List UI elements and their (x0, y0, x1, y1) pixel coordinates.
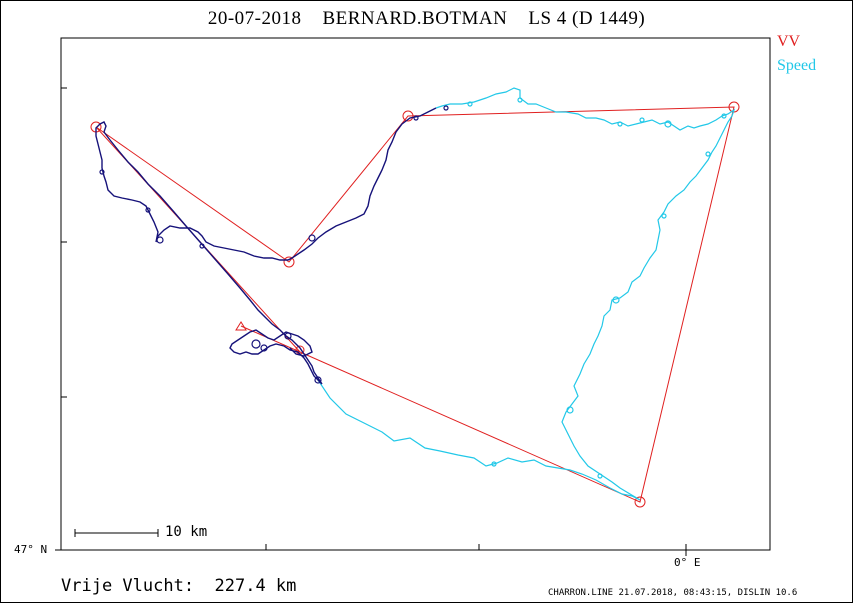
footer-credit: CHARRON.LINE 21.07.2018, 08:43:15, DISLI… (548, 588, 798, 598)
plot-frame (60, 37, 771, 551)
scale-bar (74, 529, 159, 537)
start-marker (235, 321, 247, 331)
turnpoint-marker (402, 110, 414, 122)
page-title: 20-07-2018 BERNARD.BOTMAN LS 4 (D 1449) (207, 8, 646, 29)
turnpoint-marker (283, 256, 295, 268)
legend-vv: VV (777, 33, 801, 50)
track-slow-segment (95, 107, 437, 385)
scale-bar-label: 10 km (165, 524, 208, 540)
y-axis-ticks (55, 87, 67, 551)
thermal-loops-fast (467, 97, 727, 479)
turnpoint-marker (728, 101, 740, 113)
track-fast-segment (317, 87, 736, 501)
vv-route-line (95, 106, 735, 503)
free-flight-distance: Vrije Vlucht: 227.4 km (61, 576, 297, 596)
latitude-label: 47° N (14, 543, 48, 556)
thermal-loops (99, 105, 449, 384)
legend-speed: Speed (777, 57, 817, 74)
longitude-label: 0° E (674, 556, 701, 569)
x-axis-ticks (265, 544, 687, 556)
turnpoint-marker (634, 496, 646, 508)
